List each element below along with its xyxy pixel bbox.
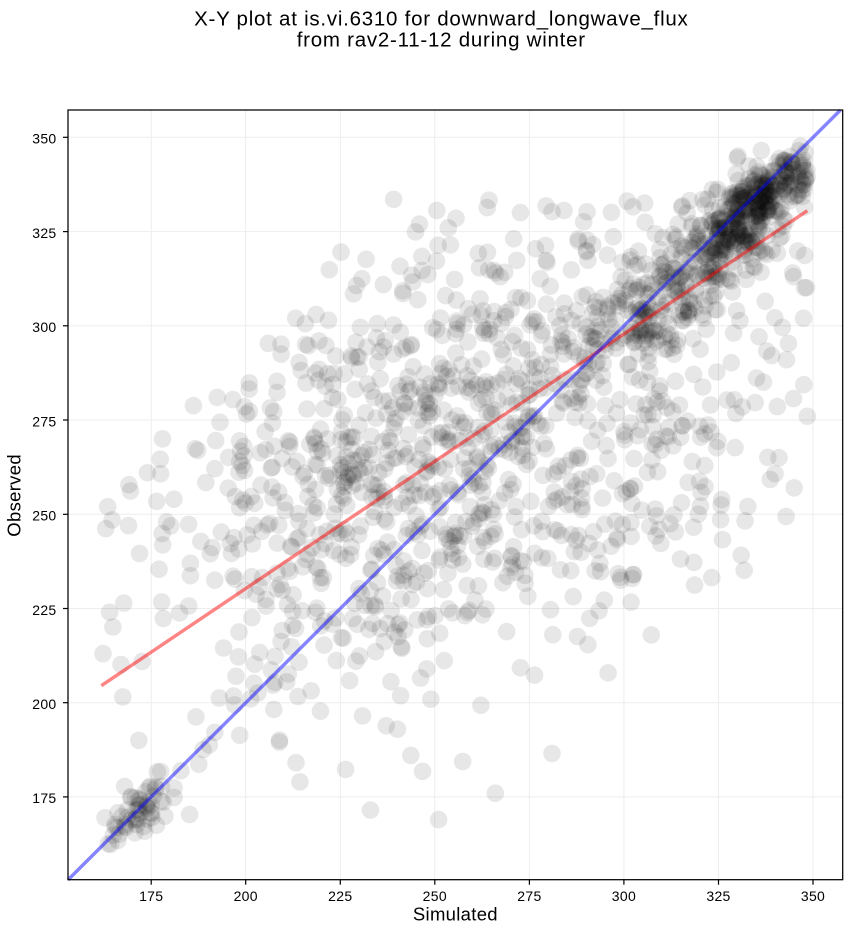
svg-text:350: 350 bbox=[32, 131, 56, 147]
svg-text:175: 175 bbox=[139, 888, 163, 904]
svg-text:250: 250 bbox=[423, 888, 447, 904]
svg-text:Simulated: Simulated bbox=[413, 904, 498, 925]
svg-text:275: 275 bbox=[32, 413, 56, 429]
svg-text:Observed: Observed bbox=[4, 454, 25, 537]
svg-text:225: 225 bbox=[32, 602, 56, 618]
svg-text:from rav2-11-12 during winter: from rav2-11-12 during winter bbox=[297, 28, 586, 51]
svg-text:250: 250 bbox=[32, 508, 56, 524]
svg-text:325: 325 bbox=[706, 888, 730, 904]
svg-text:350: 350 bbox=[801, 888, 825, 904]
svg-text:300: 300 bbox=[612, 888, 636, 904]
svg-text:200: 200 bbox=[234, 888, 258, 904]
svg-text:175: 175 bbox=[32, 790, 56, 806]
svg-text:300: 300 bbox=[32, 319, 56, 335]
svg-text:325: 325 bbox=[32, 225, 56, 241]
svg-text:225: 225 bbox=[328, 888, 352, 904]
svg-text:X-Y plot at is.vi.6310 for dow: X-Y plot at is.vi.6310 for downward_long… bbox=[194, 7, 688, 30]
svg-text:275: 275 bbox=[517, 888, 541, 904]
svg-text:200: 200 bbox=[32, 696, 56, 712]
